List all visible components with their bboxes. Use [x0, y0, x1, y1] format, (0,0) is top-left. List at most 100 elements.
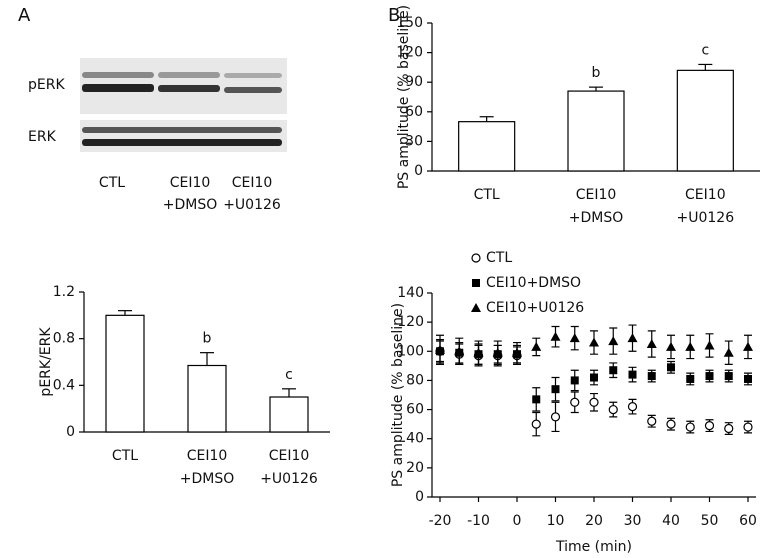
y-tick-label: 20 — [406, 460, 424, 476]
marker — [473, 347, 484, 357]
band — [82, 84, 154, 92]
bar — [269, 396, 309, 433]
marker — [627, 333, 638, 343]
marker — [743, 341, 753, 351]
marker — [570, 376, 579, 385]
marker — [589, 397, 599, 407]
band — [224, 87, 282, 93]
marker — [590, 373, 598, 382]
annotation: c — [285, 367, 293, 383]
marker — [531, 419, 541, 429]
y-tick-label: 80 — [406, 372, 424, 388]
y-tick-label: 60 — [405, 104, 423, 120]
y-tick-label: 120 — [397, 314, 424, 330]
marker — [666, 419, 676, 429]
x-tick-label: 60 — [739, 513, 757, 529]
y-tick-label: 0.4 — [53, 377, 75, 393]
x-tick-label: CTL — [474, 187, 500, 203]
blot — [80, 58, 287, 152]
marker — [435, 344, 445, 354]
x-tick-label: 0 — [513, 513, 522, 529]
band — [82, 139, 282, 146]
x-tick-label: +U0126 — [260, 471, 318, 487]
x-tick-label: +DMSO — [180, 471, 235, 487]
marker — [686, 374, 695, 383]
marker — [647, 416, 657, 426]
marker — [454, 346, 465, 356]
band — [158, 85, 220, 92]
x-tick-label: -10 — [467, 513, 490, 529]
y-tick-label: 0 — [66, 424, 75, 440]
blot-lane-label: +DMSO — [163, 197, 218, 213]
y-tick-label: 150 — [396, 15, 423, 31]
marker — [646, 339, 657, 348]
x-tick-label: 20 — [585, 513, 603, 529]
panel-label: A — [18, 5, 31, 26]
annotation: c — [701, 42, 709, 58]
bar — [567, 90, 625, 172]
marker — [550, 331, 561, 341]
band — [82, 127, 282, 133]
x-tick-label: 50 — [701, 513, 719, 529]
legend-label: CEI10+DMSO — [486, 275, 581, 291]
band — [82, 72, 154, 78]
legend-label: CTL — [486, 250, 512, 266]
marker — [647, 372, 656, 381]
x-tick-label: 40 — [662, 513, 680, 529]
marker — [724, 423, 734, 434]
x-tick-label: +DMSO — [569, 210, 624, 226]
x-tick-label: CEI10 — [576, 187, 617, 203]
marker — [472, 279, 480, 287]
y-tick-label: 0 — [414, 163, 423, 179]
y-tick-label: 120 — [396, 45, 423, 61]
y-tick-label: 90 — [405, 74, 423, 90]
marker — [667, 363, 675, 372]
bar — [676, 69, 734, 172]
y-tick-label: 0 — [415, 489, 424, 505]
marker — [704, 340, 715, 350]
bar — [105, 314, 145, 433]
panel-label: B — [388, 5, 400, 26]
y-axis-label: PS amplitude (% baseline) — [396, 5, 412, 189]
x-axis-label: Time (min) — [555, 539, 632, 555]
bar — [458, 121, 516, 172]
marker — [743, 422, 753, 432]
marker — [627, 402, 638, 412]
marker — [550, 412, 561, 422]
x-tick-label: +U0126 — [677, 210, 735, 226]
blot-lane-label: CEI10 — [170, 175, 211, 191]
y-axis-label: pERK/ERK — [38, 327, 54, 397]
bar — [187, 364, 227, 433]
marker — [570, 397, 580, 407]
y-tick-label: 140 — [397, 285, 424, 301]
marker — [685, 341, 696, 351]
blot-strip — [80, 120, 287, 152]
marker — [608, 404, 618, 415]
x-tick-label: 10 — [547, 513, 565, 529]
y-tick-label: 60 — [406, 402, 424, 418]
blot-row-label: ERK — [28, 129, 57, 145]
x-tick-label: CEI10 — [685, 187, 726, 203]
marker — [551, 385, 560, 394]
blot-row-label: pERK — [28, 77, 65, 93]
y-tick-label: 0.8 — [53, 331, 75, 347]
marker — [744, 374, 752, 383]
x-tick-label: CEI10 — [187, 448, 228, 464]
y-tick-label: 1.2 — [53, 284, 75, 300]
blot-lane-label: CEI10 — [232, 175, 273, 191]
marker — [589, 337, 599, 347]
marker — [609, 366, 618, 375]
x-tick-label: 30 — [624, 513, 642, 529]
marker — [704, 421, 715, 431]
blot-lane-label: +U0126 — [223, 197, 281, 213]
x-tick-label: CEI10 — [269, 448, 310, 464]
marker — [471, 303, 481, 312]
y-tick-label: 100 — [397, 343, 424, 359]
blot-lane-label: CTL — [99, 175, 125, 191]
x-tick-label: -20 — [429, 513, 452, 529]
y-tick-label: 40 — [406, 431, 424, 447]
x-tick-label: CTL — [112, 448, 138, 464]
marker — [608, 336, 619, 346]
legend-label: CEI10+U0126 — [486, 300, 584, 316]
